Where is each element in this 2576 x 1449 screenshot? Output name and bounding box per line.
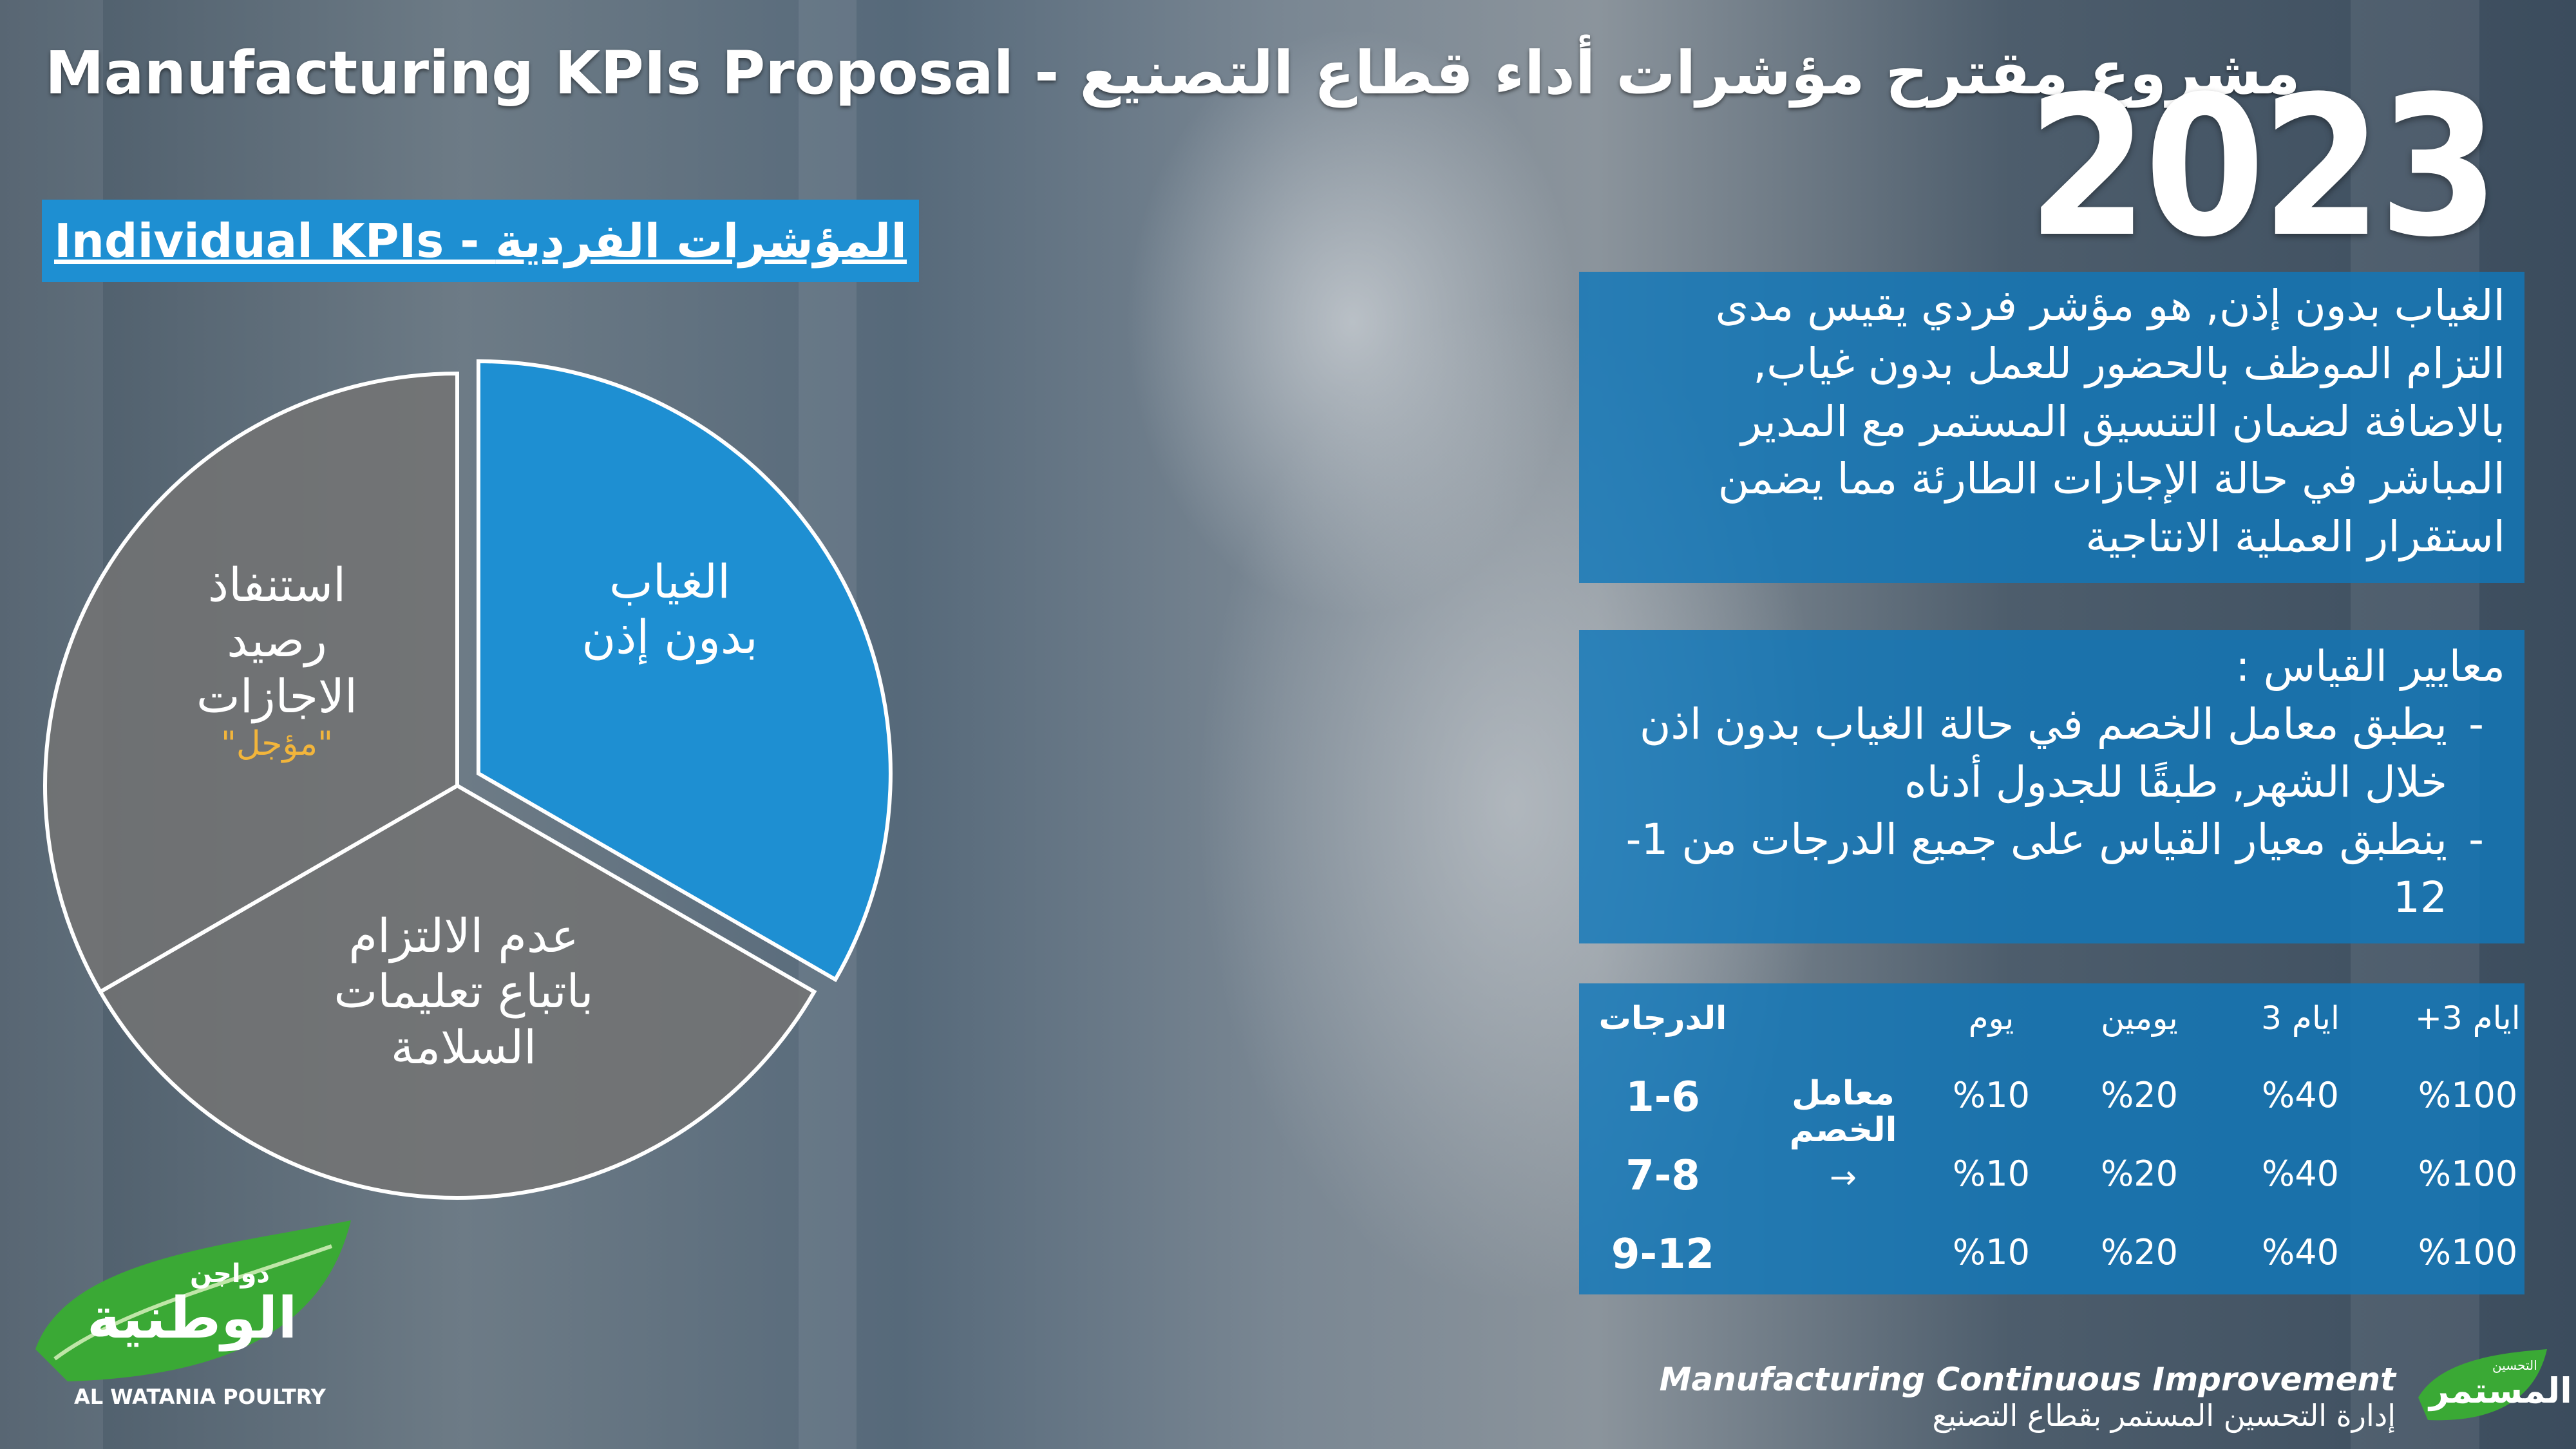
criteria-panel (1579, 630, 2524, 943)
slide-title: Manufacturing KPIs Proposal - مشروع مقتر… (45, 39, 2300, 108)
value-cell: %20 (2100, 1153, 2179, 1194)
section-title-text: Individual KPIs - المؤشرات الفردية (53, 214, 907, 268)
logo-en: AL WATANIA POULTRY (74, 1385, 326, 1409)
section-title: Individual KPIs - المؤشرات الفردية (42, 200, 919, 282)
deduction-table: +3 ايام 3 ايام يومين يوم الدرجات معامل ا… (1579, 983, 2524, 1294)
value-cell: %10 (1952, 1232, 2031, 1273)
bullet-dash: - (2468, 699, 2484, 749)
value-cell: %100 (2418, 1075, 2518, 1115)
footer: Manufacturing Continuous Improvement إدا… (1660, 1361, 2396, 1433)
header-1-day: يوم (1968, 999, 2014, 1037)
value-cell: %10 (1952, 1153, 2031, 1194)
criteria-item: - يطبق معامل الخصم في حالة الغياب بدون ا… (1604, 696, 2505, 811)
description-text: الغياب بدون إذن, هو مؤشر فردي يقيس مدى ا… (1715, 281, 2505, 562)
footer-ar: إدارة التحسين المستمر بقطاع التصنيع (1932, 1398, 2396, 1433)
logo-right-ar-big: المستمر (2429, 1370, 2572, 1411)
value-cell: %100 (2418, 1153, 2518, 1194)
leaf-logo-icon (35, 1220, 351, 1381)
deduction-factor-label: معامل الخصم (1789, 1074, 1897, 1150)
logo-ar-small: دواجن (190, 1259, 270, 1289)
continuous-improvement-logo: التحسين المستمر (2415, 1346, 2572, 1430)
arrow-right-icon: → (1830, 1159, 1857, 1196)
deferred-note: "مؤجل" (220, 724, 334, 764)
description-panel (1579, 272, 2524, 583)
pie-slice-absence (476, 359, 893, 983)
grade-cell: 7-8 (1625, 1152, 1700, 1200)
al-watania-logo: دواجن الوطنية AL WATANIA POULTRY (29, 1220, 364, 1420)
grade-cell: 9-12 (1611, 1231, 1715, 1278)
value-cell: %40 (2261, 1153, 2340, 1194)
segment-label-absence: الغياب بدون إذن (582, 554, 758, 665)
criteria-heading: معايير القياس : (2235, 641, 2505, 691)
grade-cell: 1-6 (1625, 1074, 1700, 1121)
bullet-dash: - (2468, 815, 2484, 865)
pie-slice-leave-balance (43, 371, 459, 995)
criteria-item: - ينطبق معيار القياس على جميع الدرجات من… (1604, 811, 2505, 927)
header-3plus-days: +3 ايام (2415, 999, 2521, 1037)
value-cell: %20 (2100, 1075, 2179, 1115)
logo-right-ar-small: التحسين (2492, 1358, 2537, 1373)
header-3-days: 3 ايام (2261, 999, 2340, 1037)
header-2-days: يومين (2101, 999, 2178, 1037)
value-cell: %40 (2261, 1075, 2340, 1115)
kpi-pie-chart (43, 359, 893, 1200)
value-cell: %40 (2261, 1232, 2340, 1273)
value-cell: %100 (2418, 1232, 2518, 1273)
segment-label-leave-balance: استنفاذ رصيد الاجازات "مؤجل" (103, 557, 451, 764)
segment-label-safety: عدم الالتزام باتباع تعليمات السلامة (334, 909, 594, 1074)
value-cell: %10 (1952, 1075, 2031, 1115)
value-cell: %20 (2100, 1232, 2179, 1273)
criteria-block: معايير القياس : - يطبق معامل الخصم في حا… (1604, 638, 2505, 927)
logo-ar-big: الوطنية (87, 1285, 298, 1351)
leaf-logo-icon (2418, 1349, 2547, 1421)
footer-en: Manufacturing Continuous Improvement (1659, 1361, 2396, 1398)
header-grades: الدرجات (1598, 999, 1727, 1037)
year-label: 2023 (2027, 55, 2499, 279)
